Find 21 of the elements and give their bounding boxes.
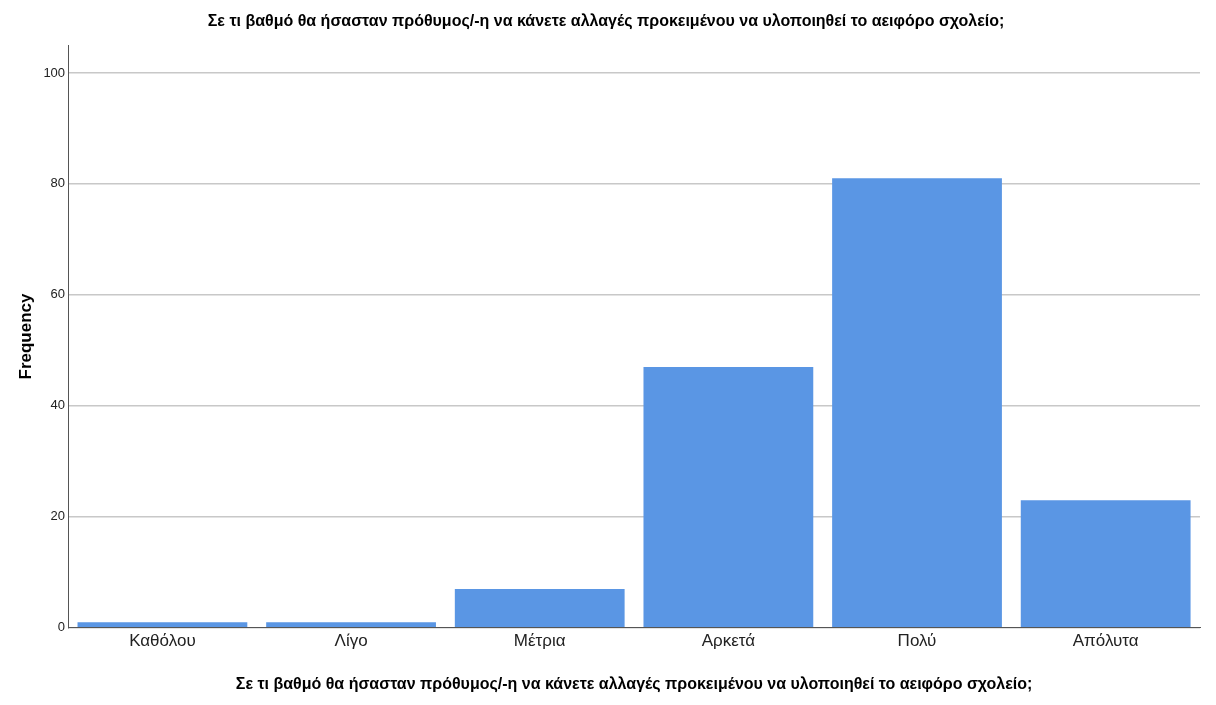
y-tick-label: 60 [50, 286, 66, 302]
bar [77, 622, 248, 628]
y-tick-label: 80 [50, 175, 66, 191]
x-tick-label: Απόλυτα [1072, 630, 1139, 650]
x-tick-label: Μέτρια [513, 630, 566, 650]
x-tick-label: Λίγο [334, 630, 368, 650]
x-tick-label: Αρκετά [701, 630, 756, 650]
y-axis-title: Frequency [15, 292, 35, 380]
bar [454, 588, 625, 628]
y-tick-label: 40 [50, 397, 66, 413]
bar [1020, 500, 1191, 628]
bar [266, 622, 436, 628]
y-tick-label: 100 [43, 64, 66, 80]
y-tick-label: 20 [50, 508, 66, 524]
bar [643, 367, 814, 628]
chart-title: Σε τι βαθμό θα ήσασταν πρόθυμος/-η να κάνετε αλλαγές προκειμένου να υλοποιηθεί το αειφόρο σχολείο; [207, 12, 1005, 31]
y-tick-label: 0 [57, 619, 66, 635]
x-axis-title: Σε τι βαθμό θα ήσασταν πρόθυμος/-η να κάνετε αλλαγές προκειμένου να υλοποιηθεί το αειφόρο σχολείο; [235, 675, 1033, 694]
x-tick-label: Πολύ [897, 630, 937, 650]
bar [832, 178, 1002, 628]
x-tick-label: Καθόλου [129, 630, 196, 650]
